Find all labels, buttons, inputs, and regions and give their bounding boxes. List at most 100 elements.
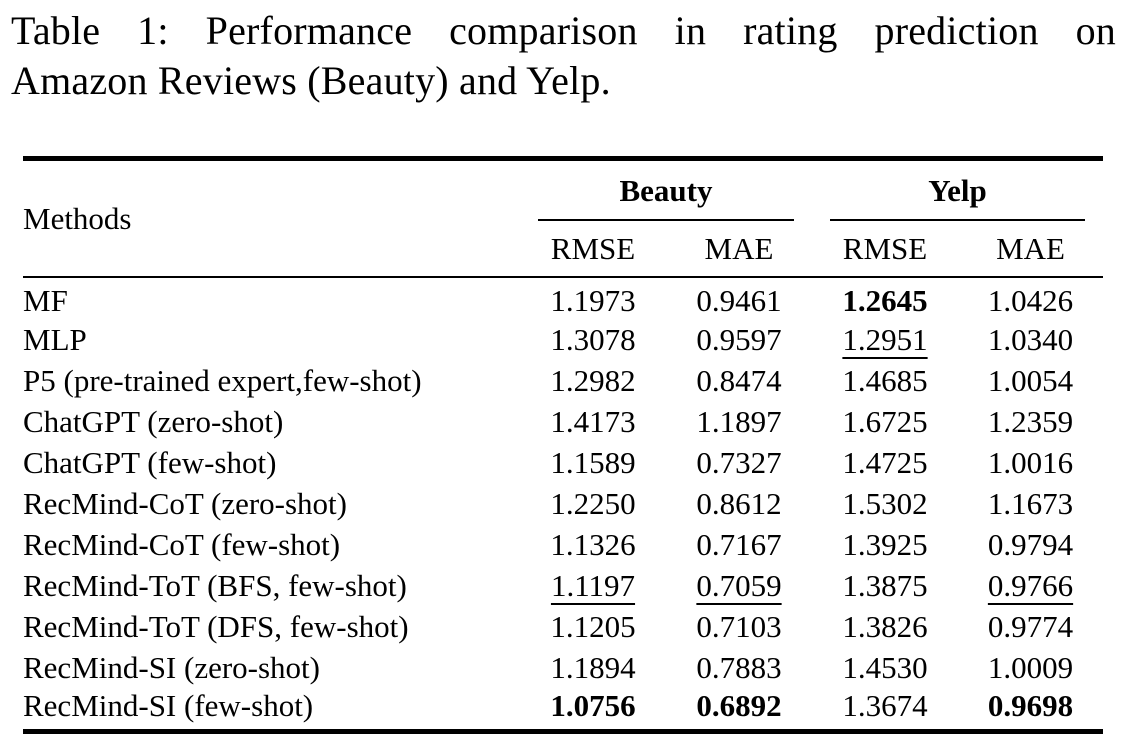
value-text: 0.9774 xyxy=(987,608,1074,644)
method-cell: RecMind-ToT (DFS, few-shot) xyxy=(23,608,409,644)
value-text: 1.3875 xyxy=(842,567,928,603)
metric-header-row: RMSE MAE RMSE MAE xyxy=(23,221,1104,278)
value-text: 0.7167 xyxy=(696,526,782,562)
value-cell: 0.7167 xyxy=(666,524,812,565)
value-cell: 0.7327 xyxy=(666,442,812,483)
table-row: RecMind-SI (few-shot) 1.0756 0.6892 1.3674 0… xyxy=(23,688,1103,732)
value-text: 0.9461 xyxy=(696,283,782,318)
method-cell: MF xyxy=(23,283,68,318)
value-text: 1.2250 xyxy=(550,485,636,521)
value-cell: 1.1589 xyxy=(520,442,666,483)
col-header-beauty-mae: MAE xyxy=(666,221,812,278)
method-cell: P5 (pre-trained expert,few-shot) xyxy=(23,362,422,398)
group-header-yelp: Yelp xyxy=(812,159,1103,221)
value-cell: 1.4725 xyxy=(812,442,958,483)
value-cell: 0.9774 xyxy=(958,606,1103,647)
table-row: ChatGPT (few-shot) 1.1589 0.7327 1.4725 1.00… xyxy=(23,442,1103,483)
value-cell: 1.2951 xyxy=(812,319,958,360)
methods-header-cell: Methods xyxy=(23,158,520,278)
value-text: 0.7103 xyxy=(696,608,782,644)
value-cell: 1.1897 xyxy=(666,401,812,442)
table-row: ChatGPT (zero-shot) 1.4173 1.1897 1.6725 1.2… xyxy=(23,401,1103,442)
value-cell: 1.0009 xyxy=(958,647,1103,688)
method-cell: RecMind-CoT (few-shot) xyxy=(23,526,341,562)
value-cell: 1.4530 xyxy=(812,647,958,688)
value-cell: 1.1197 xyxy=(520,565,666,606)
value-cell: 1.3875 xyxy=(812,565,958,606)
value-text: 1.2951 xyxy=(842,321,928,357)
caption-line-1: Table 1: Performance comparison in ratin… xyxy=(11,8,1116,53)
value-cell: 1.4173 xyxy=(520,401,666,442)
value-cell: 1.2359 xyxy=(958,401,1103,442)
value-cell: 0.8474 xyxy=(666,360,812,401)
value-text: 0.9698 xyxy=(987,688,1074,723)
value-cell: 1.3674 xyxy=(812,688,958,732)
value-text: 1.6725 xyxy=(842,403,928,439)
method-cell: RecMind-ToT (BFS, few-shot) xyxy=(23,567,407,603)
value-text: 1.2359 xyxy=(987,403,1074,439)
table-row: RecMind-CoT (zero-shot) 1.2250 0.8612 1.530… xyxy=(23,483,1103,524)
value-text: 1.4725 xyxy=(842,444,928,480)
value-text: 1.4173 xyxy=(550,403,636,439)
value-cell: 0.7883 xyxy=(666,647,812,688)
table-row: RecMind-ToT (BFS, few-shot) 1.1197 0.7059 1… xyxy=(23,565,1103,606)
method-cell: MLP xyxy=(23,321,87,357)
value-text: 0.9766 xyxy=(987,567,1074,603)
value-text: 1.5302 xyxy=(842,485,928,521)
col-header-beauty-rmse: RMSE xyxy=(520,221,666,278)
value-text: 1.0009 xyxy=(987,649,1074,685)
value-cell: 1.2645 xyxy=(812,277,958,319)
value-text: 1.1589 xyxy=(550,444,636,480)
value-cell: 1.4685 xyxy=(812,360,958,401)
value-cell: 1.0054 xyxy=(958,360,1103,401)
value-text: 0.8612 xyxy=(696,485,782,521)
value-text: 1.2982 xyxy=(550,362,636,398)
value-text: 0.9794 xyxy=(987,526,1074,562)
value-cell: 1.0340 xyxy=(958,319,1103,360)
value-text: 1.3826 xyxy=(842,608,928,644)
group-label-beauty: Beauty xyxy=(619,173,713,208)
value-text: 1.0426 xyxy=(987,283,1074,318)
method-cell: RecMind-CoT (zero-shot) xyxy=(23,485,347,521)
value-cell: 1.1973 xyxy=(520,277,666,319)
table-caption: Table 1: Performance comparison in ratin… xyxy=(11,6,1116,106)
value-text: 1.0756 xyxy=(550,688,636,723)
value-text: 1.1205 xyxy=(550,608,636,644)
value-text: 1.1973 xyxy=(550,283,636,318)
col-header-yelp-mae: MAE xyxy=(958,221,1104,278)
method-cell: RecMind-SI (few-shot) xyxy=(23,688,314,723)
value-cell: 1.5302 xyxy=(812,483,958,524)
table-body: MF 1.1973 0.9461 1.2645 1.0426 MLP 1.3078 0.959… xyxy=(23,277,1103,732)
value-text: 1.3925 xyxy=(842,526,928,562)
caption-line-2: Amazon Reviews (Beauty) and Yelp. xyxy=(11,58,611,103)
value-cell: 0.9766 xyxy=(958,565,1103,606)
value-text: 1.0340 xyxy=(987,321,1074,357)
value-text: 1.3078 xyxy=(550,321,636,357)
value-text: 1.2645 xyxy=(842,283,928,318)
col-header-yelp-rmse: RMSE xyxy=(812,221,958,278)
value-text: 1.3674 xyxy=(842,688,928,723)
value-cell: 1.2982 xyxy=(520,360,666,401)
cmidrule-yelp xyxy=(830,219,1086,221)
table-row: P5 (pre-trained expert,few-shot) 1.2982 0.… xyxy=(23,360,1103,401)
value-text: 1.1897 xyxy=(696,403,782,439)
group-header-row: Methods Beauty Yelp xyxy=(23,158,1103,278)
value-text: 0.7327 xyxy=(696,444,782,480)
value-text: 1.4530 xyxy=(842,649,928,685)
value-text: 1.4685 xyxy=(842,362,928,398)
value-cell: 0.9794 xyxy=(958,524,1103,565)
method-cell: ChatGPT (few-shot) xyxy=(23,444,277,480)
value-cell: 1.2250 xyxy=(520,483,666,524)
value-cell: 1.3078 xyxy=(520,319,666,360)
value-cell: 1.1894 xyxy=(520,647,666,688)
value-cell: 1.3925 xyxy=(812,524,958,565)
group-header-beauty: Beauty xyxy=(520,159,812,221)
value-cell: 0.8612 xyxy=(666,483,812,524)
value-cell: 1.1326 xyxy=(520,524,666,565)
value-text: 1.0054 xyxy=(987,362,1074,398)
table-row: RecMind-SI (zero-shot) 1.1894 0.7883 1.4530… xyxy=(23,647,1103,688)
value-cell: 1.3826 xyxy=(812,606,958,647)
table-row: RecMind-CoT (few-shot) 1.1326 0.7167 1.3925… xyxy=(23,524,1103,565)
cmidrule-beauty xyxy=(538,219,794,221)
group-label-yelp: Yelp xyxy=(928,173,987,208)
